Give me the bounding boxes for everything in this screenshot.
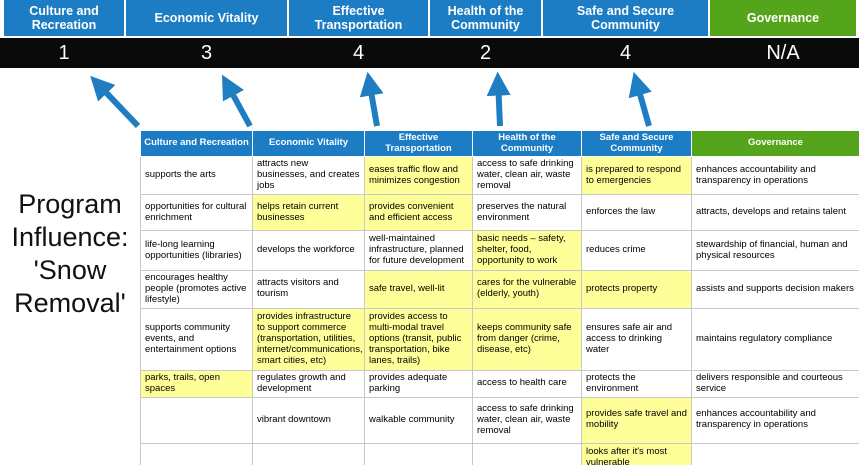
matrix-cell: access to safe drinking water, clean air… xyxy=(472,396,582,444)
matrix-row-6: vibrant downtown walkable community access… xyxy=(140,396,859,444)
matrix-cell xyxy=(472,442,582,465)
matrix-row-1: opportunities for cultural enrichment hel… xyxy=(140,194,859,231)
matrix-cell: eases traffic flow and minimizes congest… xyxy=(364,156,473,195)
matrix-row-4: supports community events, and entertain… xyxy=(140,307,859,371)
matrix-cell: vibrant downtown xyxy=(252,396,365,444)
arrow-effective-transportation xyxy=(359,71,384,127)
matrix-cell: well-maintained infrastructure, planned … xyxy=(364,230,473,271)
matrix-header-5: Governance xyxy=(691,130,859,157)
pillar-score-1: 3 xyxy=(200,41,213,64)
matrix-cell: enhances accountability and transparency… xyxy=(691,156,859,195)
matrix-cell: safe travel, well-lit xyxy=(364,270,473,309)
matrix-header-3: Health of the Community xyxy=(472,130,582,157)
matrix-cell: provides convenient and efficient access xyxy=(364,194,473,231)
arrow-health-of-the-community xyxy=(486,71,511,127)
pillar-header-row: Culture and Recreation Economic Vitality E… xyxy=(0,0,859,36)
matrix-cell: enhances accountability and transparency… xyxy=(691,396,859,444)
matrix-cell: life-long learning opportunities (librar… xyxy=(140,230,253,271)
matrix-cell: provides infrastructure to support comme… xyxy=(252,307,365,371)
score-arrows xyxy=(90,71,652,129)
arrow-safe-and-secure-community xyxy=(628,71,652,127)
matrix-cell: supports the arts xyxy=(140,156,253,195)
matrix-header-1: Economic Vitality xyxy=(252,130,365,157)
arrow-culture-and-recreation xyxy=(90,75,141,129)
page-title: Program Influence: 'Snow Removal' xyxy=(11,189,129,318)
pillar-header-4: Safe and Secure Community xyxy=(543,0,708,36)
matrix-cell: basic needs – safety, shelter, food, opp… xyxy=(472,230,582,271)
matrix-cell: delivers responsible and courteous servi… xyxy=(691,369,859,398)
matrix-cell xyxy=(691,442,859,465)
pillar-score-4: 4 xyxy=(619,41,632,64)
matrix-cell: protects the environment xyxy=(581,369,692,398)
matrix-header-0: Culture and Recreation xyxy=(140,130,253,157)
matrix-cell: encourages healthy people (promotes acti… xyxy=(140,270,253,309)
pillar-header-2: Effective Transportation xyxy=(289,0,428,36)
pillar-header-5: Governance xyxy=(710,0,856,36)
matrix-cell: regulates growth and development xyxy=(252,369,365,398)
matrix-cell: supports community events, and entertain… xyxy=(140,307,253,371)
matrix-cell xyxy=(252,442,365,465)
matrix-row-3: encourages healthy people (promotes acti… xyxy=(140,270,859,309)
matrix-cell: is prepared to respond to emergencies xyxy=(581,156,692,195)
score-row: 1 3 4 2 4 N/A xyxy=(0,38,859,68)
matrix-cell: assists and supports decision makers xyxy=(691,270,859,309)
matrix-cell: access to safe drinking water, clean air… xyxy=(472,156,582,195)
matrix-cell: walkable community xyxy=(364,396,473,444)
matrix-cell: provides adequate parking xyxy=(364,369,473,398)
matrix-header-4: Safe and Secure Community xyxy=(581,130,692,157)
matrix-cell: preserves the natural environment xyxy=(472,194,582,231)
matrix-cell: ensures safe air and access to drinking … xyxy=(581,307,692,371)
pillar-score-3: 2 xyxy=(479,41,492,64)
pillar-header-0: Culture and Recreation xyxy=(4,0,124,36)
matrix-cell xyxy=(140,442,253,465)
matrix-cell: keeps community safe from danger (crime,… xyxy=(472,307,582,371)
matrix-cell: attracts new businesses, and creates job… xyxy=(252,156,365,195)
matrix-cell: provides access to multi-modal travel op… xyxy=(364,307,473,371)
influence-matrix: Culture and Recreation Economic Vitality E… xyxy=(140,130,859,465)
matrix-cell: protects property xyxy=(581,270,692,309)
pillar-header-1: Economic Vitality xyxy=(126,0,287,36)
pillar-score-5: N/A xyxy=(766,41,800,64)
matrix-row-7: looks after it's most vulnerable xyxy=(140,442,859,465)
matrix-cell: access to health care xyxy=(472,369,582,398)
matrix-cell: stewardship of financial, human and phys… xyxy=(691,230,859,271)
matrix-row-0: supports the arts attracts new businesses… xyxy=(140,156,859,195)
matrix-cell: cares for the vulnerable (elderly, youth… xyxy=(472,270,582,309)
matrix-cell: reduces crime xyxy=(581,230,692,271)
matrix-cell: provides safe travel and mobility xyxy=(581,396,692,444)
matrix-cell: looks after it's most vulnerable xyxy=(581,442,692,465)
matrix-cell: attracts visitors and tourism xyxy=(252,270,365,309)
matrix-row-5: parks, trails, open spaces regulates grow… xyxy=(140,369,859,398)
matrix-cell: parks, trails, open spaces xyxy=(140,369,253,398)
matrix-cell: helps retain current businesses xyxy=(252,194,365,231)
matrix-row-2: life-long learning opportunities (librar… xyxy=(140,230,859,271)
arrow-economic-vitality xyxy=(221,74,253,128)
matrix-cell xyxy=(140,396,253,444)
matrix-cell: develops the workforce xyxy=(252,230,365,271)
matrix-header-2: Effective Transportation xyxy=(364,130,473,157)
matrix-cell: maintains regulatory compliance xyxy=(691,307,859,371)
matrix-cell: opportunities for cultural enrichment xyxy=(140,194,253,231)
matrix-cell xyxy=(364,442,473,465)
pillar-score-0: 1 xyxy=(58,41,70,64)
matrix-cell: enforces the law xyxy=(581,194,692,231)
pillar-score-2: 4 xyxy=(352,41,365,64)
pillar-header-3: Health of the Community xyxy=(430,0,541,36)
matrix-cell: attracts, develops and retains talent xyxy=(691,194,859,231)
